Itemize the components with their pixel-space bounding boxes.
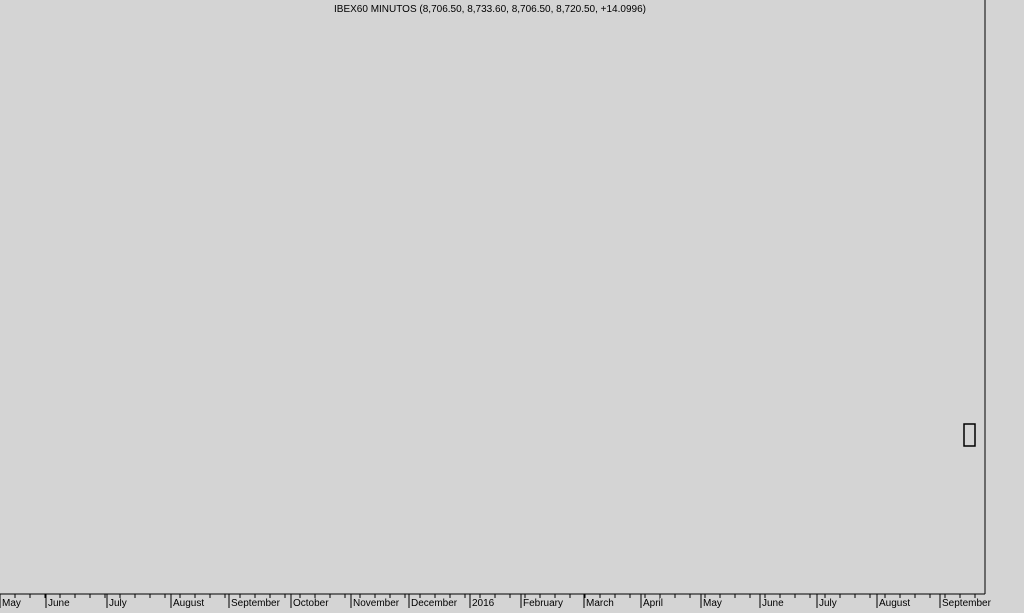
x-tick-label: May xyxy=(703,598,722,608)
x-tick-label: February xyxy=(523,598,563,608)
x-tick-label: July xyxy=(819,598,837,608)
price-marker-box xyxy=(963,423,976,447)
x-tick-label: March xyxy=(586,598,614,608)
x-tick-label: August xyxy=(879,598,910,608)
x-tick-label: July xyxy=(109,598,127,608)
x-tick-label: April xyxy=(643,598,663,608)
x-tick-label: September xyxy=(231,598,281,608)
x-tick-label: November xyxy=(353,598,400,608)
y-axis: 7500800085009000950010000105001100011500… xyxy=(984,0,986,594)
x-tick-label: September xyxy=(942,598,992,608)
x-tick-label: December xyxy=(411,598,458,608)
x-tick-label: May xyxy=(2,598,21,608)
x-tick-label: June xyxy=(762,598,784,608)
x-tick-label: August xyxy=(173,598,204,608)
x-tick-label: October xyxy=(293,598,329,608)
x-tick-label: 2016 xyxy=(472,598,495,608)
chart-title: IBEX60 MINUTOS (8,706.50, 8,733.60, 8,70… xyxy=(334,4,646,15)
x-axis: May June July August September October Novembe… xyxy=(0,593,992,609)
x-tick-label: June xyxy=(48,598,70,608)
